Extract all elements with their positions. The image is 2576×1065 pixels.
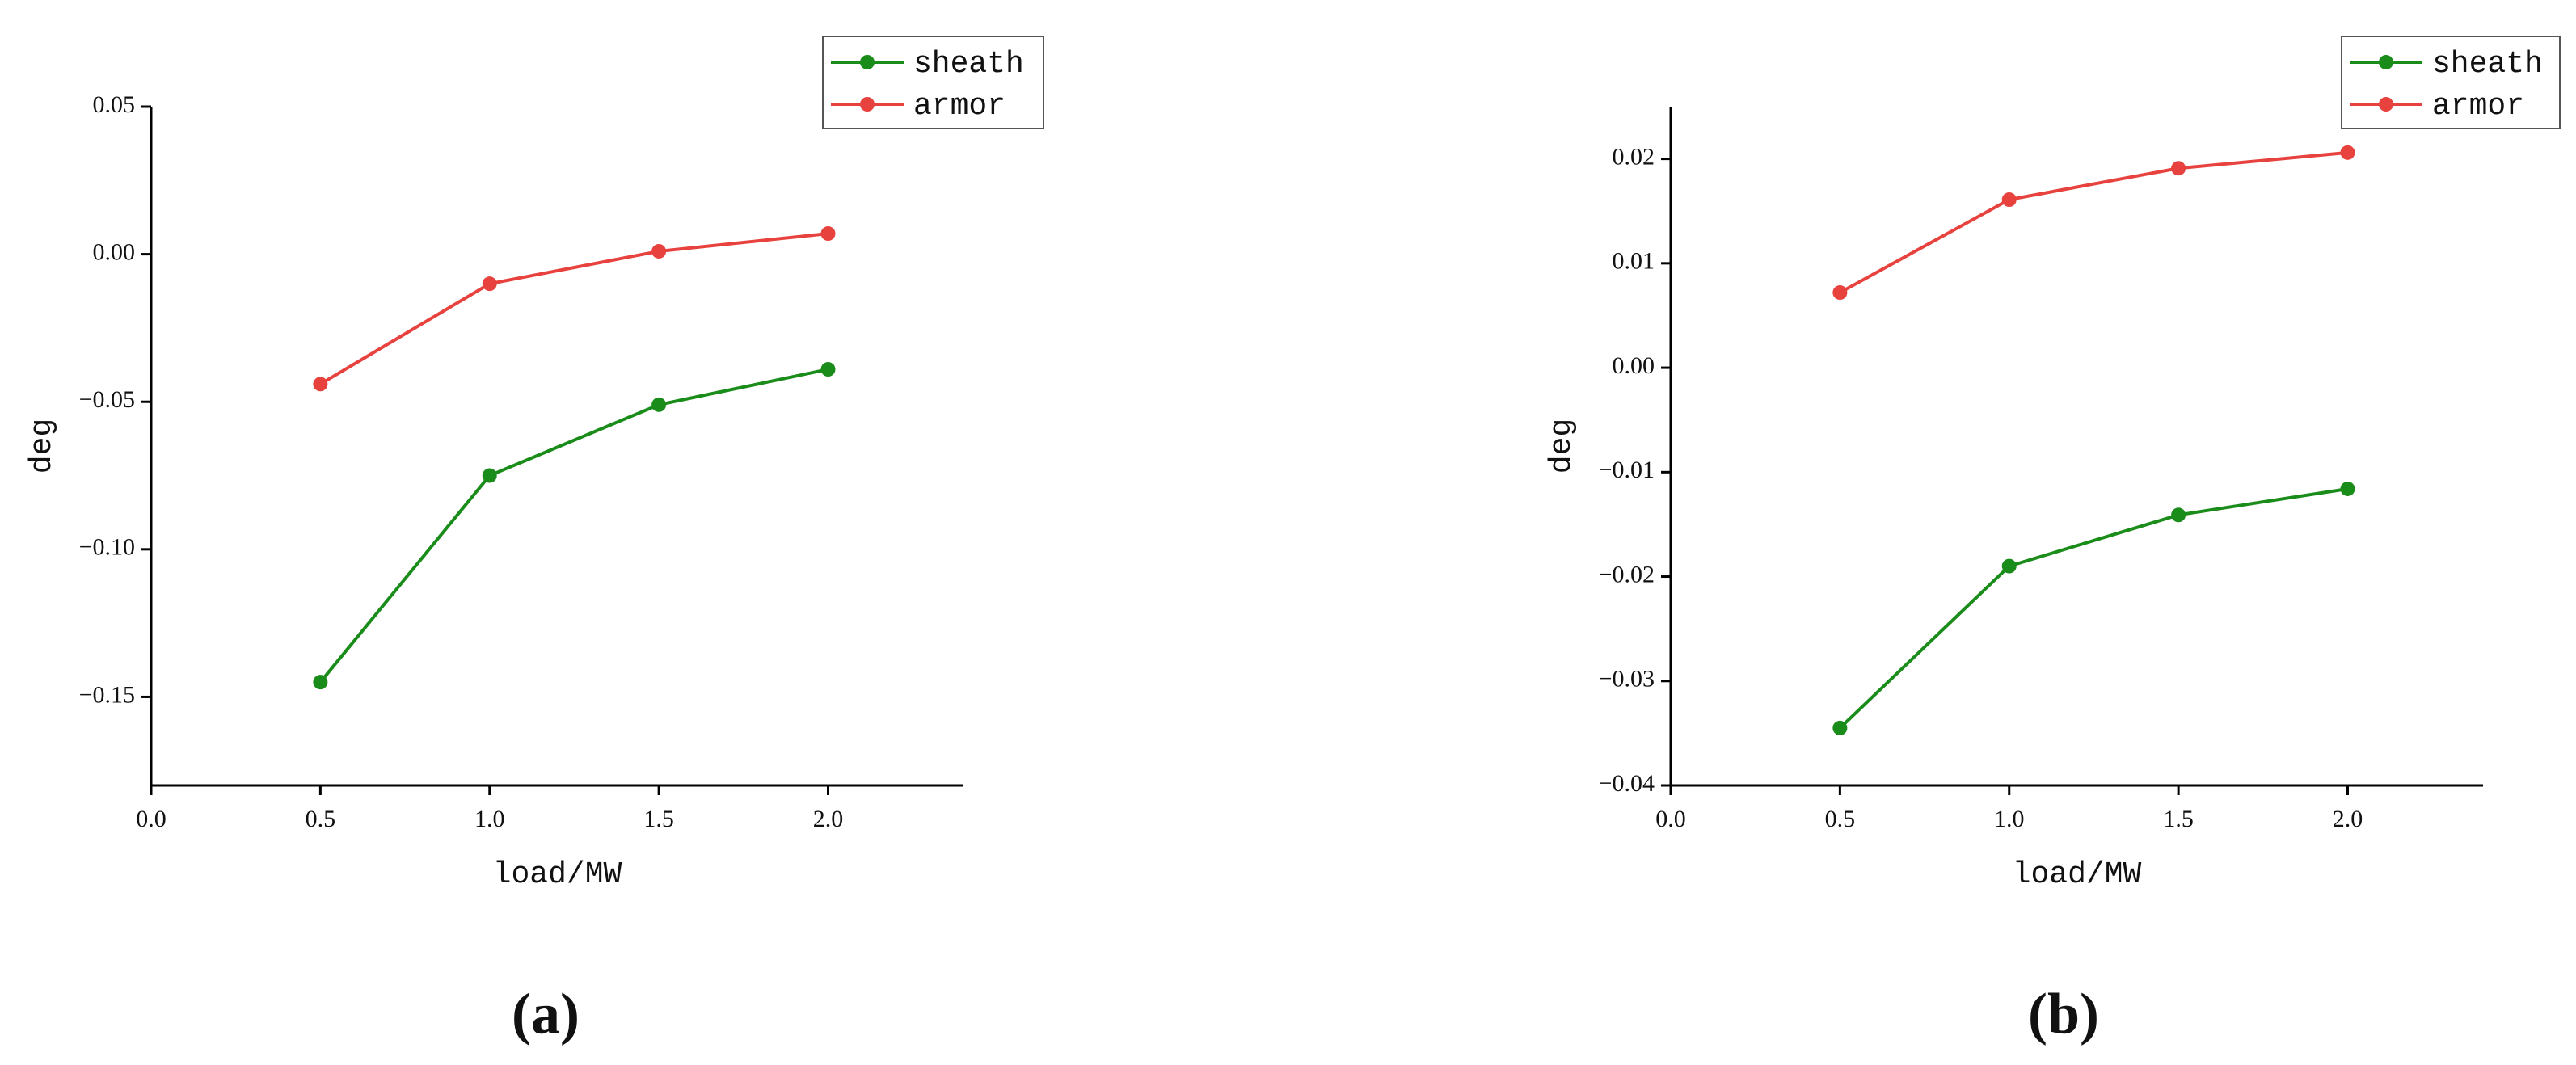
series-line <box>1838 487 2348 730</box>
x-tick-label: 0.0 <box>136 806 167 832</box>
x-tick-label: 1.0 <box>474 806 505 832</box>
y-tick-label: −0.01 <box>1599 457 1655 483</box>
y-tick-label: −0.02 <box>1599 561 1655 587</box>
legend-label: sheath <box>913 47 1024 82</box>
legend-box <box>2341 36 2561 129</box>
series-line <box>318 368 828 684</box>
x-axis-title: load/MW <box>2013 857 2142 892</box>
legend-marker <box>2379 97 2393 112</box>
x-tick-label: 2.0 <box>2333 806 2363 832</box>
panel-caption: (a) <box>512 982 580 1046</box>
legend-box <box>822 36 1044 129</box>
data-point <box>820 362 836 377</box>
legend-label: armor <box>2432 89 2524 124</box>
data-point <box>2340 145 2355 160</box>
y-axis-title: deg <box>1545 419 1579 474</box>
legend-marker <box>860 97 875 112</box>
legend-marker <box>2379 55 2393 69</box>
y-tick-label: 0.00 <box>1613 352 1655 379</box>
data-point <box>2340 481 2355 496</box>
x-tick-label: 0.5 <box>1825 806 1856 832</box>
legend-marker <box>860 55 875 69</box>
x-tick-label: 1.5 <box>2163 806 2194 832</box>
y-tick-label: −0.10 <box>79 534 135 561</box>
x-tick-label: 0.0 <box>1655 806 1686 832</box>
y-axis-title: deg <box>25 419 60 474</box>
data-point <box>482 468 497 483</box>
data-point <box>313 377 328 392</box>
data-point <box>2171 507 2186 523</box>
data-point <box>2001 558 2017 574</box>
data-point <box>1832 720 1848 735</box>
x-tick-label: 1.0 <box>1994 806 2025 832</box>
data-point <box>2171 161 2186 176</box>
y-tick-label: 0.01 <box>1613 248 1655 275</box>
data-point <box>651 243 667 259</box>
x-axis-title: load/MW <box>493 857 622 892</box>
y-tick-label: −0.15 <box>79 681 135 708</box>
data-point <box>820 226 836 242</box>
data-point <box>482 276 497 292</box>
y-tick-label: −0.04 <box>1599 770 1655 797</box>
x-tick-label: 2.0 <box>813 806 844 832</box>
series-line <box>319 232 828 386</box>
panel-caption: (b) <box>2028 982 2099 1046</box>
data-point <box>2001 192 2017 208</box>
y-tick-label: 0.05 <box>93 91 136 118</box>
series-line <box>1839 150 2348 294</box>
y-tick-label: −0.05 <box>79 386 135 413</box>
x-tick-label: 0.5 <box>306 806 336 832</box>
legend-label: armor <box>913 89 1006 124</box>
data-point <box>651 397 667 412</box>
data-point <box>1832 285 1848 301</box>
data-point <box>313 675 328 690</box>
y-tick-label: 0.00 <box>93 238 136 265</box>
y-tick-label: −0.03 <box>1599 666 1655 692</box>
x-tick-label: 1.5 <box>643 806 674 832</box>
legend-label: sheath <box>2432 47 2543 82</box>
y-tick-label: 0.02 <box>1613 144 1655 170</box>
